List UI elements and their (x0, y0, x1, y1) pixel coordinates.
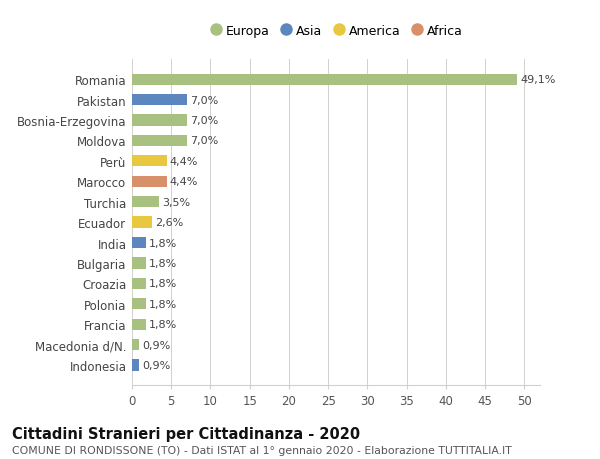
Text: 7,0%: 7,0% (190, 116, 218, 126)
Bar (132, 135, 187, 147)
Text: 1,8%: 1,8% (149, 319, 178, 330)
Bar (132, 217, 152, 228)
Bar (132, 278, 146, 289)
Bar (132, 298, 146, 310)
Text: 3,5%: 3,5% (163, 197, 191, 207)
Text: 0,9%: 0,9% (142, 340, 170, 350)
Text: 1,8%: 1,8% (149, 279, 178, 289)
Text: 4,4%: 4,4% (170, 157, 198, 167)
Bar (132, 176, 167, 187)
Bar (132, 115, 187, 126)
Text: 4,4%: 4,4% (170, 177, 198, 187)
Bar (132, 258, 146, 269)
Text: 49,1%: 49,1% (520, 75, 556, 85)
Text: COMUNE DI RONDISSONE (TO) - Dati ISTAT al 1° gennaio 2020 - Elaborazione TUTTITA: COMUNE DI RONDISSONE (TO) - Dati ISTAT a… (12, 445, 512, 455)
Text: 0,9%: 0,9% (142, 360, 170, 370)
Bar (132, 95, 187, 106)
Bar (132, 339, 139, 350)
Bar (132, 74, 517, 86)
Bar (132, 319, 146, 330)
Text: 2,6%: 2,6% (155, 218, 184, 228)
Bar (132, 196, 160, 208)
Bar (132, 359, 139, 371)
Text: 7,0%: 7,0% (190, 136, 218, 146)
Bar (132, 237, 146, 249)
Text: 1,8%: 1,8% (149, 238, 178, 248)
Text: 7,0%: 7,0% (190, 95, 218, 106)
Text: 1,8%: 1,8% (149, 299, 178, 309)
Legend: Europa, Asia, America, Africa: Europa, Asia, America, Africa (205, 20, 467, 43)
Text: Cittadini Stranieri per Cittadinanza - 2020: Cittadini Stranieri per Cittadinanza - 2… (12, 426, 360, 441)
Bar (132, 156, 167, 167)
Text: 1,8%: 1,8% (149, 258, 178, 269)
